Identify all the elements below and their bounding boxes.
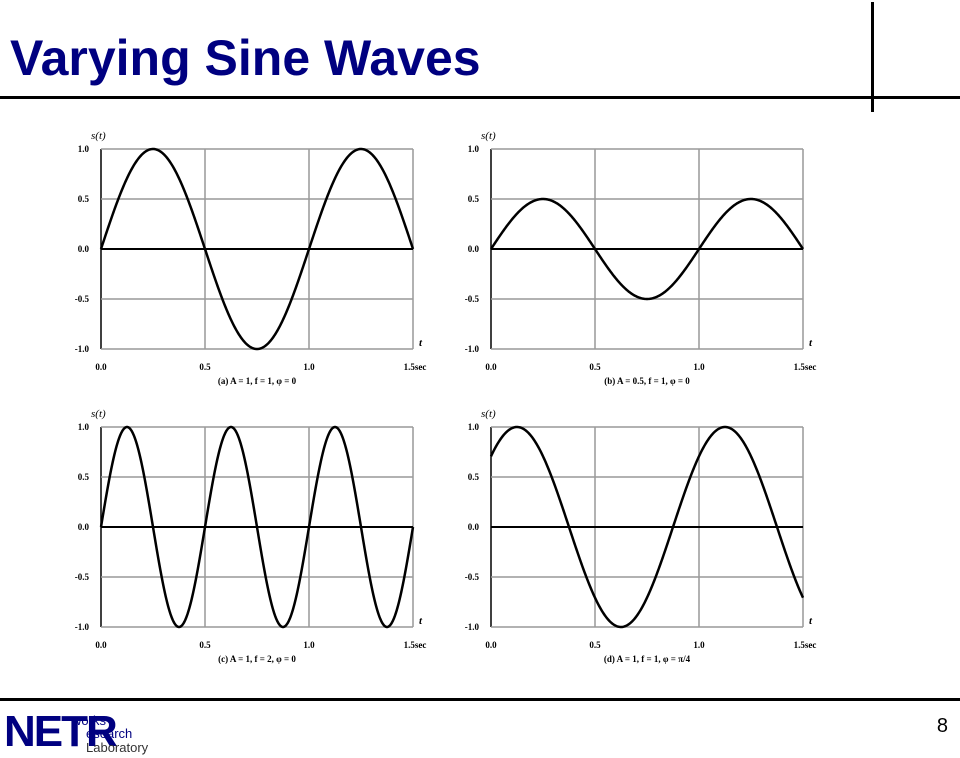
sine-curve — [489, 197, 805, 301]
x-tick-label: 1.5sec — [404, 640, 427, 650]
chart-caption: (d) A = 1, f = 1, φ = π/4 — [604, 654, 691, 664]
logo-letters: NETR — [4, 707, 118, 756]
x-tick-label: 1.0 — [693, 362, 705, 372]
x-axis-label: t — [419, 337, 423, 349]
x-tick-label: 0.0 — [485, 362, 497, 372]
y-tick-label: 1.0 — [78, 422, 90, 432]
x-tick-label: 0.5 — [589, 362, 601, 372]
title-rule — [0, 96, 960, 99]
y-tick-label: 1.0 — [468, 144, 480, 154]
x-tick-label: 0.0 — [95, 362, 107, 372]
x-axis-label: t — [809, 615, 813, 627]
chart-a: 1.0 0.5 0.0 -0.5 -1.0 0.0 0.5 1.0 1.5sec s(t) t (a)… — [75, 130, 427, 386]
logo-line-research: esearch — [86, 726, 133, 741]
chart-caption: (a) A = 1, f = 1, φ = 0 — [218, 376, 297, 386]
x-tick-label: 1.5sec — [794, 362, 817, 372]
y-tick-label: -0.5 — [75, 294, 90, 304]
x-tick-label: 1.5sec — [794, 640, 817, 650]
y-tick-label: 0.5 — [468, 472, 480, 482]
chart-b: 1.0 0.5 0.0 -0.5 -1.0 0.0 0.5 1.0 1.5sec s(t) t (b)… — [465, 130, 817, 386]
x-axis-label: t — [419, 615, 423, 627]
y-tick-label: -1.0 — [75, 344, 90, 354]
x-tick-label: 0.0 — [485, 640, 497, 650]
y-axis-label: s(t) — [91, 408, 106, 420]
x-tick-label: 1.0 — [303, 362, 315, 372]
page-number: 8 — [936, 715, 948, 737]
y-tick-label: -0.5 — [75, 572, 90, 582]
title-vertical-rule — [871, 2, 874, 112]
y-tick-label: 1.0 — [468, 422, 480, 432]
y-tick-label: 0.0 — [78, 522, 90, 532]
x-tick-label: 1.0 — [693, 640, 705, 650]
sine-curve — [489, 425, 805, 629]
x-tick-label: 1.5sec — [404, 362, 427, 372]
y-tick-label: 0.0 — [468, 244, 480, 254]
y-tick-label: -1.0 — [75, 622, 90, 632]
x-tick-label: 1.0 — [303, 640, 315, 650]
y-tick-label: 0.5 — [78, 472, 90, 482]
y-tick-label: 0.0 — [78, 244, 90, 254]
chart-caption: (b) A = 0.5, f = 1, φ = 0 — [604, 376, 690, 386]
x-tick-label: 0.0 — [95, 640, 107, 650]
y-tick-label: -0.5 — [465, 294, 480, 304]
y-tick-label: -1.0 — [465, 344, 480, 354]
y-axis-label: s(t) — [481, 130, 496, 142]
y-tick-label: -0.5 — [465, 572, 480, 582]
y-tick-label: 0.0 — [468, 522, 480, 532]
sine-curve — [99, 425, 415, 629]
chart-caption: (c) A = 1, f = 2, φ = 0 — [218, 654, 296, 664]
y-axis-label: s(t) — [91, 130, 106, 142]
y-tick-label: 1.0 — [78, 144, 90, 154]
y-axis-label: s(t) — [481, 408, 496, 420]
logo-line-works: works — [72, 713, 106, 728]
sine-curve — [99, 147, 415, 351]
lab-logo: NETR works esearch Laboratory — [4, 708, 174, 758]
x-tick-label: 0.5 — [199, 362, 211, 372]
y-tick-label: 0.5 — [78, 194, 90, 204]
footer-rule — [0, 698, 960, 701]
chart-c: 1.0 0.5 0.0 -0.5 -1.0 0.0 0.5 1.0 1.5sec s(t) t (c)… — [75, 408, 427, 664]
x-tick-label: 0.5 — [199, 640, 211, 650]
x-tick-label: 0.5 — [589, 640, 601, 650]
chart-d: 1.0 0.5 0.0 -0.5 -1.0 0.0 0.5 1.0 1.5sec s(t) t (d)… — [465, 408, 817, 664]
slide-title: Varying Sine Waves — [10, 30, 481, 86]
x-axis-label: t — [809, 337, 813, 349]
y-tick-label: 0.5 — [468, 194, 480, 204]
logo-line-laboratory: Laboratory — [86, 740, 149, 755]
y-tick-label: -1.0 — [465, 622, 480, 632]
